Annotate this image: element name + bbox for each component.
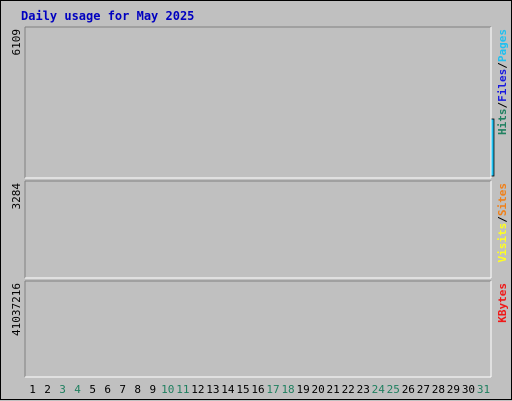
day-label-11: 11 (176, 383, 189, 396)
panel-kbytes-frame-fill (25, 281, 491, 377)
legend-hits: Hits/Files/Pages (496, 29, 509, 135)
axis-max-label-visits: 3284 (10, 183, 23, 210)
legend-item: / (496, 216, 509, 223)
chart-title: Daily usage for May 2025 (21, 9, 194, 23)
day-label-12: 12 (191, 383, 204, 396)
legend-item: / (496, 62, 509, 69)
day-label-15: 15 (236, 383, 249, 396)
day-label-1: 1 (29, 383, 36, 396)
day-label-21: 21 (327, 383, 340, 396)
panel-kbytes-frame (24, 280, 492, 378)
day-label-22: 22 (342, 383, 355, 396)
day-label-30: 30 (462, 383, 475, 396)
day-label-4: 4 (74, 383, 81, 396)
panel-visits-frame (24, 180, 492, 279)
day-label-14: 14 (221, 383, 235, 396)
legend-item: Sites (496, 183, 509, 216)
day-label-26: 26 (402, 383, 415, 396)
day-label-25: 25 (387, 383, 400, 396)
day-label-5: 5 (89, 383, 96, 396)
day-label-8: 8 (134, 383, 141, 396)
axis-max-label-hits: 6109 (10, 29, 23, 56)
legend-item: KBytes (496, 283, 509, 323)
day-label-6: 6 (104, 383, 111, 396)
legend-item: / (496, 102, 509, 109)
day-label-13: 13 (206, 383, 219, 396)
day-label-24: 24 (372, 383, 386, 396)
day-label-7: 7 (119, 383, 126, 396)
day-label-18: 18 (281, 383, 294, 396)
legend-kbytes: KBytes (496, 283, 509, 323)
day-label-2: 2 (44, 383, 51, 396)
day-label-19: 19 (296, 383, 309, 396)
day-label-9: 9 (149, 383, 156, 396)
day-label-3: 3 (59, 383, 66, 396)
legend-item: Hits (496, 109, 509, 136)
axis-max-label-kbytes: 41037216 (10, 283, 23, 336)
day-label-16: 16 (251, 383, 264, 396)
day-label-29: 29 (447, 383, 460, 396)
panel-hits-frame-fill (25, 27, 491, 178)
day-label-17: 17 (266, 383, 279, 396)
day-label-31: 31 (477, 383, 490, 396)
legend-item: Pages (496, 29, 509, 62)
legend-item: Visits (496, 223, 509, 263)
day-label-23: 23 (357, 383, 370, 396)
x-axis-day-labels: 1 2 3 4 5 6 7 8 9 10 11 12 13 14 15 16 17 18 19 20 21 22 23 24 2… (29, 383, 490, 396)
panel-hits-frame (24, 26, 492, 179)
day-label-28: 28 (432, 383, 445, 396)
legend-item: Files (496, 69, 509, 102)
day-label-27: 27 (417, 383, 430, 396)
day-label-20: 20 (312, 383, 325, 396)
legend-visits: Visits/Sites (496, 183, 509, 263)
panel-visits-frame-fill (25, 181, 491, 278)
day-label-10: 10 (161, 383, 174, 396)
